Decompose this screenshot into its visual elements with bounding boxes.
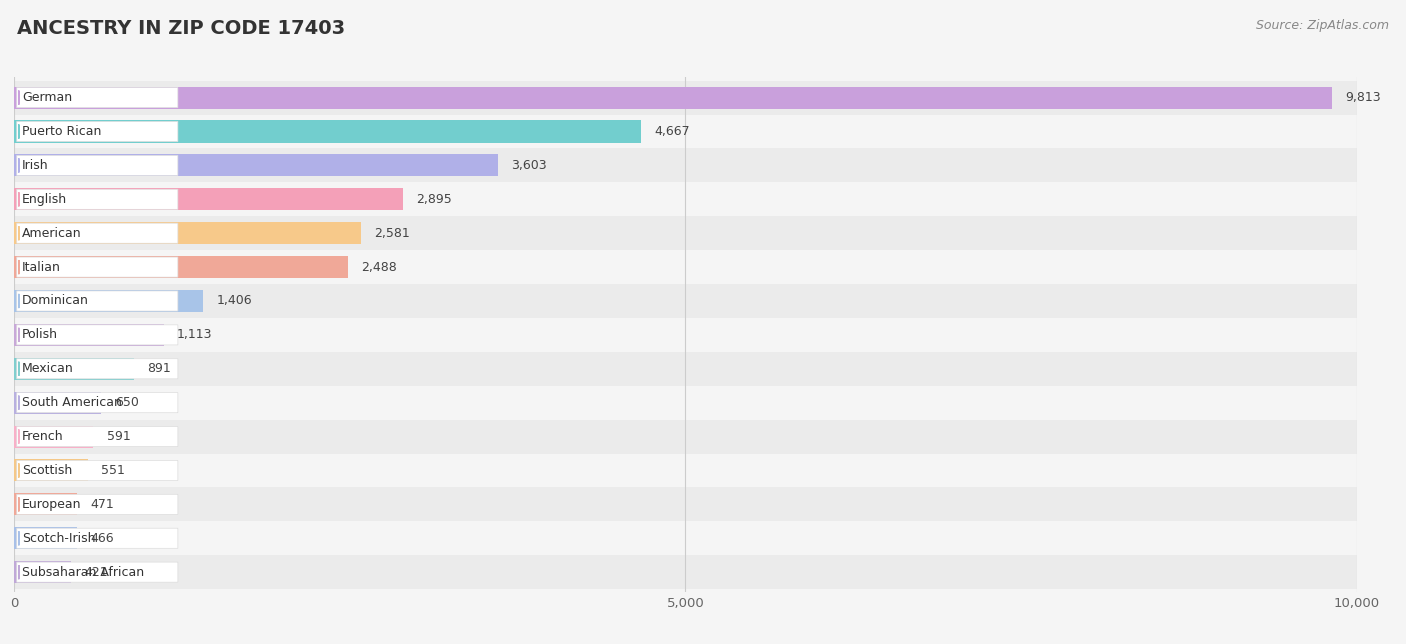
FancyBboxPatch shape — [17, 189, 179, 209]
Text: 551: 551 — [101, 464, 125, 477]
FancyBboxPatch shape — [17, 257, 179, 277]
Text: South American: South American — [22, 396, 122, 409]
Text: 1,113: 1,113 — [177, 328, 212, 341]
Bar — [14, 493, 77, 515]
FancyBboxPatch shape — [17, 223, 179, 243]
Bar — [14, 420, 1357, 453]
Bar — [14, 453, 1357, 488]
FancyBboxPatch shape — [17, 325, 179, 345]
Text: 3,603: 3,603 — [512, 159, 547, 172]
Bar — [14, 115, 1357, 149]
Text: Scotch-Irish: Scotch-Irish — [22, 532, 96, 545]
Text: Source: ZipAtlas.com: Source: ZipAtlas.com — [1256, 19, 1389, 32]
Text: German: German — [22, 91, 72, 104]
Text: Italian: Italian — [22, 261, 60, 274]
Bar — [14, 459, 89, 482]
Text: European: European — [22, 498, 82, 511]
Text: 2,581: 2,581 — [374, 227, 409, 240]
Bar — [14, 521, 1357, 555]
FancyBboxPatch shape — [17, 155, 179, 175]
Bar — [14, 86, 1331, 109]
FancyBboxPatch shape — [17, 528, 179, 548]
Bar — [14, 284, 1357, 318]
Bar — [14, 324, 163, 346]
Bar — [14, 182, 1357, 216]
Text: Scottish: Scottish — [22, 464, 73, 477]
Bar — [14, 290, 202, 312]
Bar — [14, 358, 134, 380]
Bar — [14, 155, 498, 176]
Bar — [14, 527, 77, 549]
Text: English: English — [22, 193, 67, 206]
Text: 4,667: 4,667 — [654, 125, 690, 138]
Text: 1,406: 1,406 — [217, 294, 252, 307]
Text: Puerto Rican: Puerto Rican — [22, 125, 101, 138]
Text: Irish: Irish — [22, 159, 49, 172]
Bar — [14, 80, 1357, 115]
Text: 2,488: 2,488 — [361, 261, 398, 274]
Text: American: American — [22, 227, 82, 240]
Text: 2,895: 2,895 — [416, 193, 451, 206]
Text: 471: 471 — [91, 498, 114, 511]
FancyBboxPatch shape — [17, 426, 179, 446]
FancyBboxPatch shape — [17, 88, 179, 108]
Bar — [14, 222, 360, 244]
Bar — [14, 256, 349, 278]
FancyBboxPatch shape — [17, 359, 179, 379]
Bar — [14, 561, 70, 583]
FancyBboxPatch shape — [17, 393, 179, 413]
Text: 421: 421 — [84, 565, 108, 579]
FancyBboxPatch shape — [17, 291, 179, 311]
Bar — [14, 386, 1357, 420]
Text: French: French — [22, 430, 63, 443]
Text: 650: 650 — [115, 396, 139, 409]
Text: ANCESTRY IN ZIP CODE 17403: ANCESTRY IN ZIP CODE 17403 — [17, 19, 344, 39]
Text: Mexican: Mexican — [22, 363, 75, 375]
Text: 891: 891 — [148, 363, 172, 375]
Bar — [14, 149, 1357, 182]
Bar — [14, 318, 1357, 352]
Bar — [14, 392, 101, 413]
Text: 466: 466 — [90, 532, 114, 545]
Text: 9,813: 9,813 — [1346, 91, 1381, 104]
Text: Dominican: Dominican — [22, 294, 89, 307]
Bar — [14, 488, 1357, 521]
FancyBboxPatch shape — [17, 495, 179, 515]
Text: Subsaharan African: Subsaharan African — [22, 565, 145, 579]
Bar — [14, 555, 1357, 589]
Bar — [14, 188, 402, 211]
FancyBboxPatch shape — [17, 122, 179, 142]
Bar — [14, 120, 641, 142]
Text: 591: 591 — [107, 430, 131, 443]
Bar — [14, 250, 1357, 284]
Bar — [14, 426, 93, 448]
FancyBboxPatch shape — [17, 460, 179, 480]
Bar — [14, 216, 1357, 250]
FancyBboxPatch shape — [17, 562, 179, 582]
Text: Polish: Polish — [22, 328, 58, 341]
Bar — [14, 352, 1357, 386]
